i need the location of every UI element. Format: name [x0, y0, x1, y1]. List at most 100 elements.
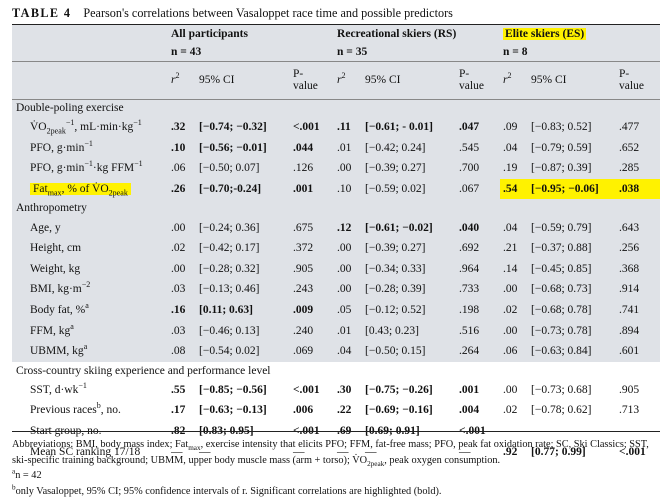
value-cell: .700: [456, 158, 501, 179]
value-cell: .001: [290, 178, 335, 200]
value-cell: [−0.59; 0.02]: [362, 178, 457, 200]
value-cell: [−0.37; 0.88]: [528, 237, 617, 259]
value-cell: .12: [334, 217, 363, 238]
value-cell: [−0.42; 0.17]: [196, 237, 290, 259]
table-row: Weight, kg .00 [−0.28; 0.32] .905.00 [−0.34;…: [12, 258, 661, 280]
value-cell: .04: [500, 217, 529, 238]
value-cell: —: [293, 445, 305, 458]
group-n: n = 8: [500, 43, 661, 61]
value-cell: .04: [334, 340, 363, 362]
value-cell: <.001: [290, 117, 335, 138]
group-header: Recreational skiers (RS): [334, 25, 501, 43]
value-cell: .14: [500, 258, 529, 280]
group-name: All participants: [171, 28, 248, 40]
value-cell: .03: [168, 320, 196, 341]
value-cell: .240: [290, 320, 335, 341]
value-cell: .243: [290, 279, 335, 300]
table-row: UBMM, kga .08 [−0.54; 0.02] .069.04 [−0.50; …: [12, 340, 661, 362]
col-header-r2: r2: [500, 61, 529, 99]
value-cell: .04: [500, 137, 529, 159]
header-blank: [12, 25, 168, 43]
section-title: Cross-country skiing experience and perf…: [16, 364, 271, 377]
value-cell: .17: [171, 404, 186, 417]
row-label: PFO, g·min−1: [12, 137, 168, 159]
value-cell: .00: [168, 217, 196, 238]
value-cell: .545: [456, 137, 501, 159]
value-cell: —: [337, 445, 349, 458]
value-cell: [−0.69; −0.16]: [365, 404, 433, 417]
value-cell: [−0.54; 0.02]: [196, 340, 290, 362]
value-cell: [−0.59; 0.79]: [528, 217, 617, 238]
table-row: Age, y .00 [−0.24; 0.36] .675.12 [−0.61; −0.…: [12, 217, 661, 238]
value-cell: .256: [616, 237, 661, 259]
value-cell: .92: [503, 445, 518, 458]
value-cell: <.001: [619, 445, 646, 458]
value-cell: —: [199, 445, 211, 458]
value-cell: .044: [290, 137, 335, 159]
value-cell: [−0.39; 0.27]: [362, 237, 457, 259]
value-cell: [−0.83; 0.52]: [528, 117, 617, 138]
value-cell: .067: [456, 178, 501, 200]
table-label: TABLE 4: [12, 6, 72, 20]
value-cell: .040: [456, 217, 501, 238]
value-cell: .372: [290, 237, 335, 259]
value-cell: [−0.63; 0.84]: [528, 340, 617, 362]
value-cell: .914: [616, 279, 661, 300]
value-cell: .00: [503, 383, 518, 396]
section-title: Double-poling exercise: [12, 99, 661, 117]
value-cell: .00: [334, 158, 363, 179]
value-cell: .01: [334, 320, 363, 341]
value-cell: .10: [334, 178, 363, 200]
value-cell: —: [365, 445, 377, 458]
correlation-table: All participants Recreational skiers (RS)…: [12, 25, 661, 462]
value-cell: [−0.34; 0.33]: [362, 258, 457, 280]
value-cell: [−0.73; 0.78]: [528, 320, 617, 341]
bottom-rule: [12, 431, 660, 432]
value-cell: [−0.28; 0.32]: [196, 258, 290, 280]
value-cell: [−0.13; 0.46]: [196, 279, 290, 300]
value-cell: [−0.68; 0.73]: [528, 279, 617, 300]
value-cell: [−0.79; 0.59]: [528, 137, 617, 159]
row-label: UBMM, kga: [12, 340, 168, 362]
value-cell: .19: [500, 158, 529, 179]
value-cell: .264: [456, 340, 501, 362]
value-cell: .601: [616, 340, 661, 362]
table-body: All participants Recreational skiers (RS)…: [12, 25, 661, 462]
value-cell: .21: [500, 237, 529, 259]
row-label: Weight, kg: [12, 258, 168, 280]
value-cell: .55: [171, 383, 186, 396]
table-row: V̇O2peak−1, mL·min·kg−1.32 [−0.74; −0.32]…: [12, 117, 661, 138]
value-cell: .001: [459, 383, 480, 396]
value-cell: .713: [619, 404, 640, 417]
value-cell: [−0.75; −0.26]: [365, 383, 433, 396]
value-cell: .692: [456, 237, 501, 259]
value-cell: [−0.95; −0.06]: [528, 178, 617, 200]
group-name: Recreational skiers (RS): [337, 28, 457, 40]
value-cell: .03: [168, 279, 196, 300]
value-cell: .516: [456, 320, 501, 341]
value-cell: —: [459, 445, 471, 458]
value-cell: [−0.28; 0.39]: [362, 279, 457, 300]
value-cell: [−0.68; 0.78]: [528, 299, 617, 321]
value-cell: [−0.78; 0.62]: [531, 404, 592, 417]
row-label: PFO, g·min−1·kg FFM−1: [12, 158, 168, 179]
col-header-p: P-value: [456, 61, 501, 99]
group-header: Elite skiers (ES): [500, 25, 661, 43]
value-cell: [−0.50; 0.07]: [196, 158, 290, 179]
value-cell: .00: [168, 258, 196, 280]
value-cell: .894: [616, 320, 661, 341]
col-header-ci: 95% CI: [528, 61, 617, 99]
row-label: Mean SC ranking 17/18: [30, 445, 141, 458]
table-row: Height, cm .02 [−0.42; 0.17] .372.00 [−0.39;…: [12, 237, 661, 259]
value-cell: .652: [616, 137, 661, 159]
value-cell: .02: [503, 404, 518, 417]
value-cell: .00: [334, 237, 363, 259]
header-blank: [12, 43, 168, 61]
value-cell: [−0.87; 0.39]: [528, 158, 617, 179]
footnote-a: an = 42: [12, 467, 42, 481]
table-row: Previous racesb, no. .17 [−0.63; −0.13] .00…: [12, 400, 660, 421]
value-cell: .905: [619, 383, 640, 396]
col-header-ci: 95% CI: [362, 61, 457, 99]
table-row: PFO, g·min−1.10 [−0.56; −0.01] .044.01 [−0.…: [12, 137, 661, 159]
value-cell: .06: [168, 158, 196, 179]
